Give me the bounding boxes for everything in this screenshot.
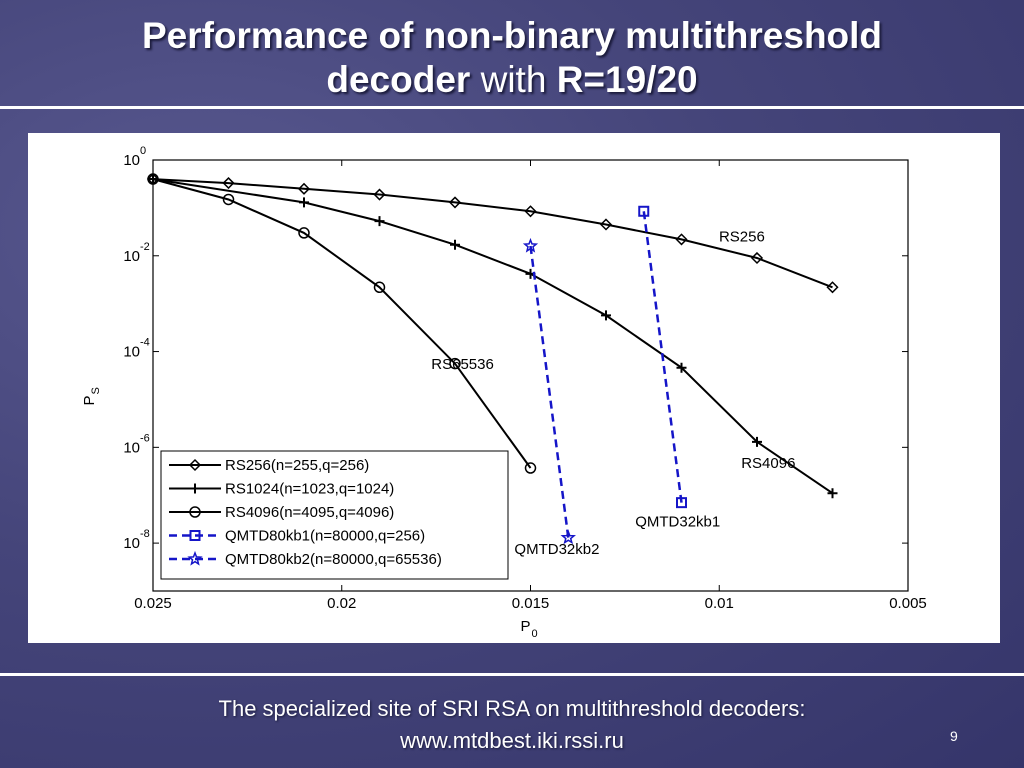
data-point <box>147 173 159 185</box>
annotation-label: QMTD32kb2 <box>514 541 599 558</box>
data-point <box>676 362 687 373</box>
data-point <box>298 227 310 239</box>
legend-marker <box>189 530 201 541</box>
data-point <box>826 281 839 294</box>
footer: The specialized site of SRI RSA on multi… <box>0 693 1024 757</box>
annotation-label: RS4096 <box>741 455 795 472</box>
slide-title: Performance of non-binary multithreshold… <box>0 14 1024 102</box>
annotation-label: QMTD32kb1 <box>635 514 720 531</box>
x-tick-label: 0.02 <box>327 595 356 612</box>
y-tick-exponent: -6 <box>140 432 150 444</box>
y-axis-label-subscript: S <box>90 387 102 394</box>
data-point <box>599 218 613 231</box>
x-tick-label: 0.005 <box>889 595 927 612</box>
series-line-3 <box>642 211 683 503</box>
title-line-2: decoder with R=19/20 <box>0 58 1024 102</box>
legend-marker <box>187 550 203 566</box>
y-tick-label: 10 <box>123 344 140 361</box>
page-number: 9 <box>950 728 958 744</box>
data-point <box>374 216 385 227</box>
y-axis-label: P <box>81 395 98 405</box>
data-point <box>299 197 309 208</box>
data-point <box>827 488 838 499</box>
data-point <box>524 462 537 474</box>
chart: 0.025 0.02 0.015 0.01 0.00510010-210-410-610… <box>81 145 927 640</box>
y-tick-exponent: -8 <box>140 528 150 540</box>
legend-label: RS256(n=255,q=256) <box>225 457 369 474</box>
footer-url[interactable]: www.mtdbest.iki.rssi.ru <box>400 728 624 753</box>
footer-divider <box>0 673 1024 676</box>
legend-box <box>160 450 509 580</box>
data-point <box>297 182 311 195</box>
footer-text: The specialized site of SRI RSA on multi… <box>218 696 806 721</box>
data-point <box>560 529 576 545</box>
series-line-1 <box>152 178 834 495</box>
title-word-with: with <box>480 59 547 100</box>
y-tick-exponent: 0 <box>140 145 146 157</box>
legend-marker <box>189 506 201 518</box>
x-tick-label: 0.025 <box>134 595 172 612</box>
data-point <box>601 310 611 321</box>
legend-marker <box>188 458 202 472</box>
data-point <box>675 233 688 246</box>
y-tick-label: 10 <box>123 152 140 169</box>
title-divider <box>0 106 1024 109</box>
legend-label: QMTD80kb1(n=80000,q=256) <box>225 528 425 545</box>
legend-label: RS1024(n=1023,q=1024) <box>225 481 394 498</box>
x-tick-label: 0.01 <box>705 595 734 612</box>
legend-label: RS4096(n=4095,q=4096) <box>225 504 394 521</box>
y-tick-label: 10 <box>123 535 140 552</box>
legend-label: QMTD80kb2(n=80000,q=65536) <box>225 551 442 568</box>
x-tick-label: 0.015 <box>512 595 550 612</box>
data-point <box>222 176 235 190</box>
data-point <box>522 237 539 253</box>
y-tick-label: 10 <box>123 439 140 456</box>
y-tick-exponent: -2 <box>140 241 150 253</box>
y-tick-exponent: -4 <box>140 337 150 349</box>
data-point <box>373 281 386 294</box>
data-point <box>524 205 537 218</box>
data-point <box>373 188 386 201</box>
legend-marker <box>190 483 200 494</box>
series-line-4 <box>529 245 570 538</box>
annotation-label: RS65536 <box>431 356 494 373</box>
y-axis-label-group: PS <box>81 387 102 405</box>
x-axis-label-subscript: 0 <box>532 628 538 640</box>
data-point <box>449 357 461 370</box>
data-point <box>222 193 235 206</box>
data-point <box>638 205 650 217</box>
data-point <box>448 196 462 209</box>
annotation-label: RS256 <box>719 229 765 246</box>
title-word-decoder: decoder <box>326 59 471 100</box>
chart-panel: 0.025 0.02 0.015 0.01 0.005 10 0 10 -2 10 -4 10 -6 10… <box>28 133 1000 643</box>
data-point <box>676 497 687 509</box>
data-point <box>450 239 460 250</box>
series-line-2 <box>152 178 532 469</box>
data-point <box>752 436 762 447</box>
title-code-rate: R=19/20 <box>556 59 698 100</box>
x-axis-label: P <box>520 618 530 635</box>
series-line-0 <box>152 178 833 289</box>
title-line-1: Performance of non-binary multithreshold <box>141 15 883 56</box>
y-tick-label: 10 <box>123 248 140 265</box>
data-point <box>750 251 764 265</box>
